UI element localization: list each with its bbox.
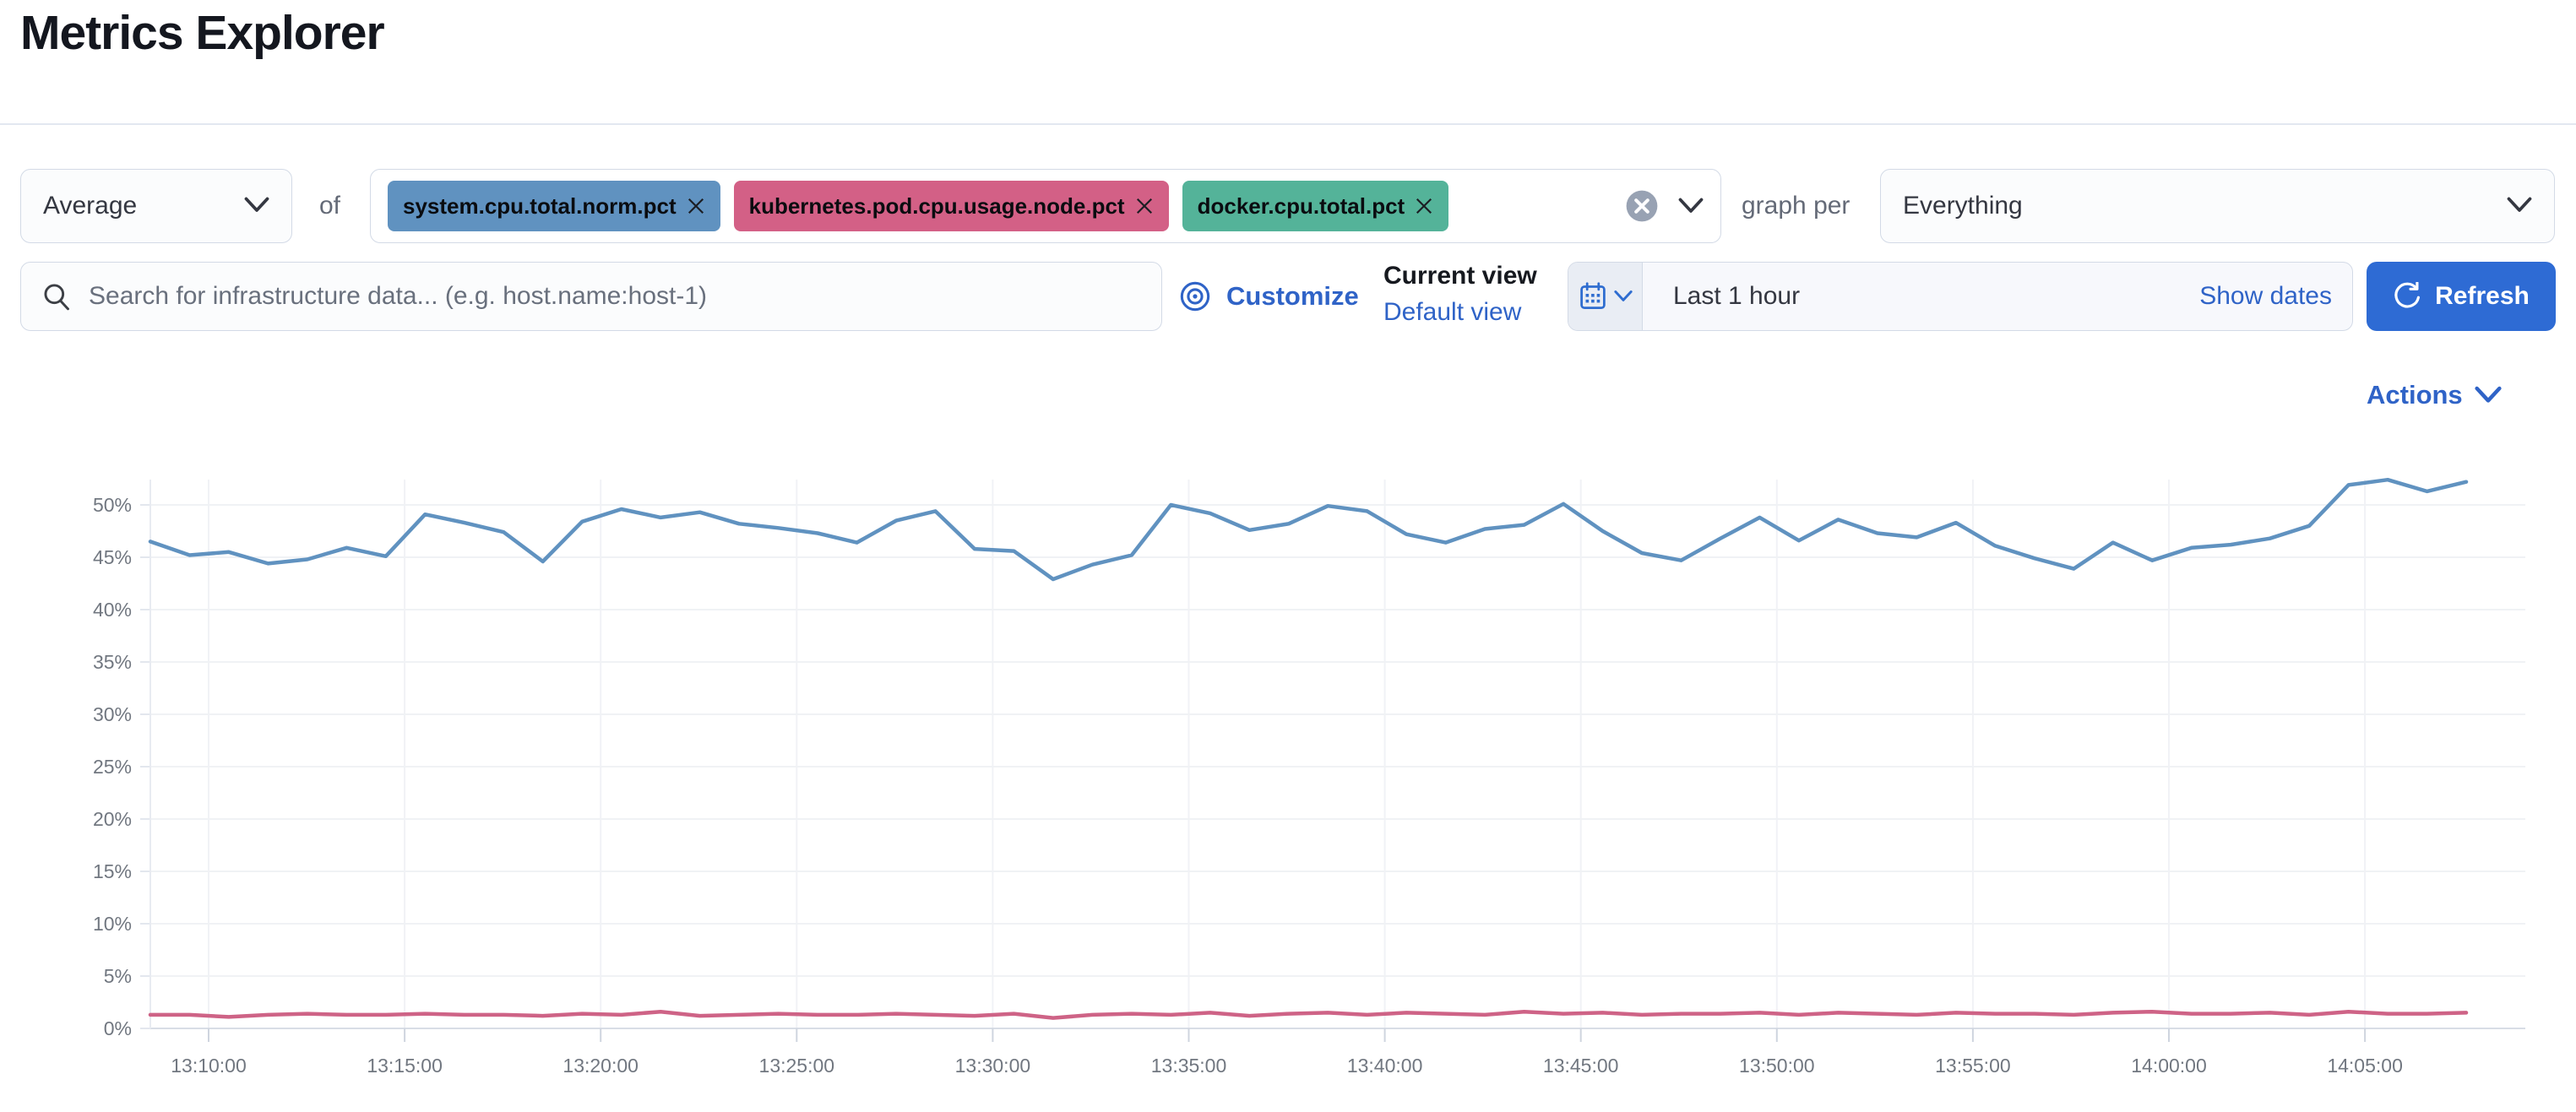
svg-text:50%: 50% <box>93 494 132 516</box>
svg-text:13:10:00: 13:10:00 <box>171 1055 247 1077</box>
svg-text:20%: 20% <box>93 808 132 830</box>
metrics-combobox[interactable]: system.cpu.total.norm.pct kubernetes.pod… <box>370 169 1721 243</box>
time-range-value[interactable]: Last 1 hour <box>1673 282 1801 310</box>
svg-text:35%: 35% <box>93 651 132 673</box>
default-view-link[interactable]: Default view <box>1383 298 1522 326</box>
svg-text:25%: 25% <box>93 756 132 778</box>
remove-metric-icon[interactable] <box>687 197 705 215</box>
chevron-down-icon <box>244 192 269 220</box>
divider <box>0 123 2576 125</box>
metric-badges: system.cpu.total.norm.pct kubernetes.pod… <box>388 181 1624 231</box>
search-input[interactable] <box>87 281 1141 312</box>
svg-text:13:45:00: 13:45:00 <box>1543 1055 1619 1077</box>
svg-text:13:35:00: 13:35:00 <box>1151 1055 1227 1077</box>
svg-text:13:15:00: 13:15:00 <box>367 1055 443 1077</box>
date-picker[interactable]: Last 1 hour Show dates <box>1568 262 2353 331</box>
group-by-select[interactable]: Everything <box>1880 169 2555 243</box>
refresh-label: Refresh <box>2435 282 2530 310</box>
metric-badge[interactable]: system.cpu.total.norm.pct <box>388 181 720 231</box>
svg-text:13:30:00: 13:30:00 <box>955 1055 1031 1077</box>
group-by-value: Everything <box>1903 192 2023 220</box>
actions-menu-button[interactable]: Actions <box>2367 380 2502 410</box>
chevron-down-icon[interactable] <box>1678 198 1704 214</box>
svg-text:10%: 10% <box>93 913 132 935</box>
of-label: of <box>319 192 341 220</box>
clear-all-icon[interactable] <box>1624 188 1660 224</box>
chart-axes: 13:10:00 13:15:00 13:20:00 13:25:00 13:30:00… <box>93 480 2403 1077</box>
svg-text:5%: 5% <box>104 965 132 987</box>
search-box[interactable] <box>20 262 1162 331</box>
chart-series <box>148 477 2469 1020</box>
customize-button[interactable]: Customize <box>1179 262 1359 331</box>
metric-badge[interactable]: docker.cpu.total.pct <box>1182 181 1449 231</box>
aggregation-select[interactable]: Average <box>20 169 292 243</box>
refresh-icon <box>2394 282 2421 308</box>
remove-metric-icon[interactable] <box>1415 197 1433 215</box>
chevron-down-icon <box>1613 290 1633 301</box>
customize-eye-icon <box>1180 281 1210 312</box>
svg-text:13:55:00: 13:55:00 <box>1935 1055 2011 1077</box>
metrics-chart[interactable]: 13:10:00 13:15:00 13:20:00 13:25:00 13:30:00… <box>0 439 2576 1108</box>
svg-text:15%: 15% <box>93 860 132 882</box>
svg-text:40%: 40% <box>93 599 132 621</box>
aggregation-value: Average <box>43 192 138 220</box>
metric-badge-label: system.cpu.total.norm.pct <box>403 193 677 219</box>
metric-badge-label: kubernetes.pod.cpu.usage.node.pct <box>748 193 1125 219</box>
svg-text:30%: 30% <box>93 703 132 725</box>
svg-text:13:50:00: 13:50:00 <box>1739 1055 1815 1077</box>
page-title: Metrics Explorer <box>20 6 385 60</box>
actions-label: Actions <box>2367 380 2463 410</box>
series-line <box>148 477 2469 582</box>
remove-metric-icon[interactable] <box>1135 197 1154 215</box>
svg-text:45%: 45% <box>93 546 132 568</box>
view-block: Current view Default view <box>1383 258 1552 331</box>
svg-text:13:20:00: 13:20:00 <box>562 1055 639 1077</box>
svg-text:14:00:00: 14:00:00 <box>2131 1055 2207 1077</box>
show-dates-button[interactable]: Show dates <box>2199 282 2332 310</box>
metric-badge-label: docker.cpu.total.pct <box>1197 193 1405 219</box>
graph-per-label: graph per <box>1742 192 1850 220</box>
customize-label: Customize <box>1226 281 1359 311</box>
quick-select-button[interactable] <box>1568 263 1643 330</box>
current-view-label: Current view <box>1383 262 1537 290</box>
svg-text:0%: 0% <box>104 1017 132 1039</box>
chevron-down-icon <box>2507 192 2532 220</box>
chart-grid <box>150 480 2525 1029</box>
search-icon <box>44 284 69 311</box>
chevron-down-icon <box>2475 386 2502 403</box>
svg-text:13:40:00: 13:40:00 <box>1347 1055 1423 1077</box>
metric-badge[interactable]: kubernetes.pod.cpu.usage.node.pct <box>733 181 1169 231</box>
svg-text:13:25:00: 13:25:00 <box>759 1055 835 1077</box>
series-line <box>148 1009 2469 1020</box>
refresh-button[interactable]: Refresh <box>2367 262 2556 331</box>
svg-text:14:05:00: 14:05:00 <box>2327 1055 2403 1077</box>
calendar-icon <box>1579 282 1606 309</box>
